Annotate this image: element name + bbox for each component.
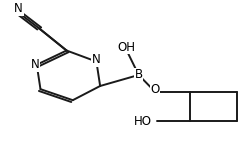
Text: N: N [14,2,23,15]
Text: HO: HO [134,115,152,128]
Text: O: O [150,83,160,96]
Text: N: N [31,58,40,71]
Text: B: B [134,68,143,81]
Text: N: N [92,53,101,67]
Text: OH: OH [117,41,135,54]
